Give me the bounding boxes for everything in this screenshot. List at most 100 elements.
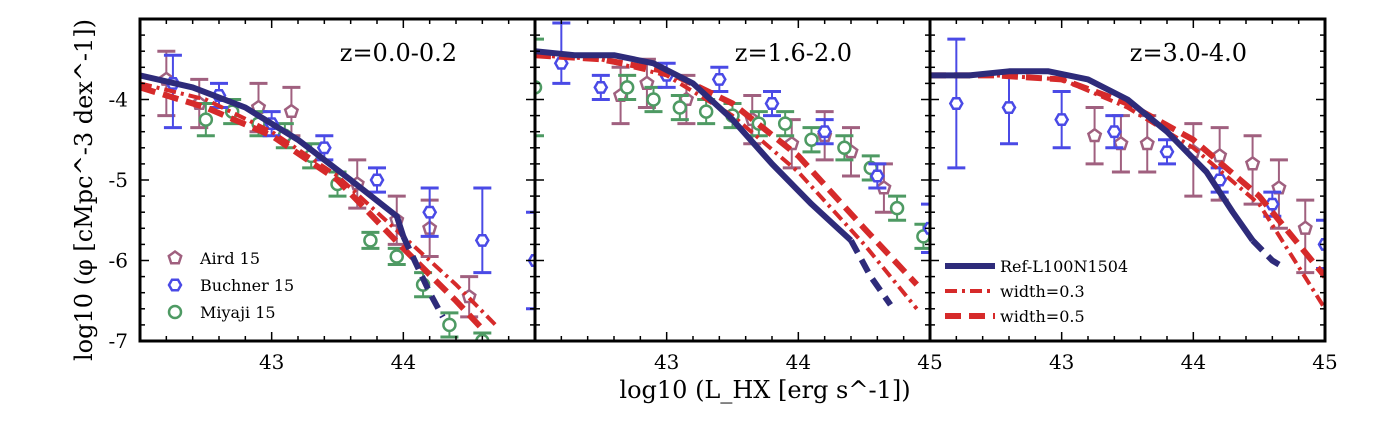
buchner-point bbox=[1000, 69, 1018, 146]
buchner-point bbox=[1105, 114, 1124, 150]
width05-line bbox=[140, 84, 485, 331]
plot-area bbox=[930, 37, 1325, 310]
miyaji-point bbox=[802, 126, 821, 154]
buchner-marker bbox=[948, 97, 964, 110]
legend-item-dashed: width=0.5 bbox=[945, 307, 1085, 326]
legend-marker bbox=[167, 278, 183, 292]
miyaji-marker bbox=[442, 317, 457, 333]
width05-line bbox=[930, 72, 1325, 279]
aird-point bbox=[1243, 134, 1262, 206]
x-tick-label: 43 bbox=[654, 350, 679, 374]
buchner-marker bbox=[474, 233, 490, 247]
model-legend: Ref-L100N1504 width=0.3 width=0.5 bbox=[945, 257, 1128, 326]
miyaji-marker bbox=[198, 112, 214, 127]
buchner-point bbox=[591, 73, 610, 101]
legend-item-dotdash: width=0.3 bbox=[945, 282, 1085, 301]
x-axis-title: log10 (L_HX [erg s^-1]) bbox=[619, 376, 910, 404]
x-tick-label: 44 bbox=[786, 350, 811, 374]
buchner-marker bbox=[817, 125, 833, 139]
legend-item-solid: Ref-L100N1504 bbox=[945, 257, 1128, 276]
legend-marker bbox=[167, 249, 183, 265]
miyaji-point bbox=[387, 246, 406, 267]
legend-label: Miyaji 15 bbox=[200, 303, 276, 322]
legend-item-pentagon: Aird 15 bbox=[167, 249, 260, 268]
buchner-marker bbox=[422, 205, 438, 219]
observation-legend: Aird 15 Buchner 15 Miyaji 15 bbox=[167, 249, 294, 322]
panel-3: 43 44 45 z=3.0-4.0 bbox=[928, 17, 1338, 374]
redshift-label: z=1.6-2.0 bbox=[735, 39, 852, 67]
buchner-marker bbox=[1106, 125, 1122, 139]
miyaji-point bbox=[618, 73, 637, 101]
buchner-marker bbox=[869, 169, 885, 183]
miyaji-marker bbox=[804, 132, 819, 147]
miyaji-point bbox=[361, 230, 380, 250]
panel-1: 43 44 -4 -5 -6 -7 z=0.0-0.2 bbox=[109, 17, 537, 374]
buchner-marker bbox=[593, 80, 609, 94]
miyaji-marker bbox=[672, 100, 688, 115]
buchner-point bbox=[473, 186, 492, 275]
redshift-label: z=3.0-4.0 bbox=[1130, 39, 1247, 67]
x-tick-label: 44 bbox=[391, 350, 416, 374]
ref-line-extrapolated bbox=[400, 235, 446, 319]
width03-line bbox=[930, 73, 1325, 310]
x-tick-label: 45 bbox=[917, 350, 942, 374]
x-tick-label: 43 bbox=[1049, 350, 1074, 374]
miyaji-point bbox=[888, 194, 907, 222]
width05-line bbox=[535, 52, 919, 287]
aird-marker bbox=[1086, 127, 1103, 143]
miyaji-marker bbox=[646, 92, 661, 107]
legend-label: Buchner 15 bbox=[200, 276, 294, 295]
y-tick-label: -4 bbox=[109, 88, 128, 112]
ref-line-extrapolated bbox=[848, 238, 893, 307]
buchner-point bbox=[420, 186, 439, 238]
buchner-marker bbox=[764, 97, 780, 110]
ref-line bbox=[930, 68, 1256, 243]
miyaji-marker bbox=[889, 200, 905, 216]
legend-item-hexagon: Buchner 15 bbox=[167, 276, 294, 295]
ref-line-extrapolated bbox=[1250, 238, 1288, 272]
plot-area bbox=[140, 49, 535, 341]
miyaji-point bbox=[776, 110, 795, 138]
buchner-point bbox=[710, 65, 729, 93]
redshift-label: z=0.0-0.2 bbox=[340, 39, 457, 67]
buchner-point bbox=[368, 166, 386, 194]
y-tick-label: -6 bbox=[109, 249, 128, 273]
buchner-point bbox=[868, 162, 887, 190]
miyaji-marker bbox=[837, 140, 852, 156]
buchner-marker bbox=[369, 173, 385, 187]
plot-area bbox=[535, 21, 930, 311]
ref-line bbox=[140, 72, 407, 238]
x-tick-label: 45 bbox=[1312, 350, 1337, 374]
aird-point bbox=[282, 85, 301, 138]
width03-line bbox=[140, 81, 497, 327]
aird-point bbox=[460, 275, 479, 319]
buchner-marker bbox=[316, 141, 332, 155]
aird-marker bbox=[1139, 135, 1155, 151]
buchner-point bbox=[1052, 89, 1071, 150]
miyaji-point bbox=[670, 93, 689, 122]
miyaji-point bbox=[835, 134, 854, 162]
buchner-point bbox=[947, 37, 966, 170]
panels: 43 44 -4 -5 -6 -7 z=0.0-0.2 43 44 45 z=1.6-2.0 43 44… bbox=[109, 17, 1338, 374]
buchner-marker bbox=[1001, 101, 1017, 114]
x-tick-label: 43 bbox=[259, 350, 284, 374]
buchner-point bbox=[815, 118, 834, 146]
buchner-marker bbox=[1159, 145, 1175, 159]
legend-label: Ref-L100N1504 bbox=[1000, 257, 1128, 276]
aird-marker bbox=[1212, 147, 1228, 163]
y-axis-title: log10 (φ [cMpc^-3 dex^-1]) bbox=[70, 19, 98, 361]
buchner-marker bbox=[711, 72, 727, 86]
aird-marker bbox=[283, 103, 300, 119]
legend-item-circle: Miyaji 15 bbox=[167, 303, 276, 322]
miyaji-marker bbox=[619, 80, 635, 95]
aird-marker bbox=[1244, 155, 1261, 171]
aird-marker bbox=[1297, 220, 1313, 235]
aird-point bbox=[1296, 198, 1315, 275]
buchner-point bbox=[763, 89, 781, 118]
x-tick-label: 44 bbox=[1181, 350, 1206, 374]
panel-2: 43 44 45 z=1.6-2.0 bbox=[533, 17, 943, 374]
ref-line bbox=[535, 48, 854, 243]
miyaji-marker bbox=[777, 116, 793, 131]
legend-label: width=0.5 bbox=[1000, 307, 1085, 326]
